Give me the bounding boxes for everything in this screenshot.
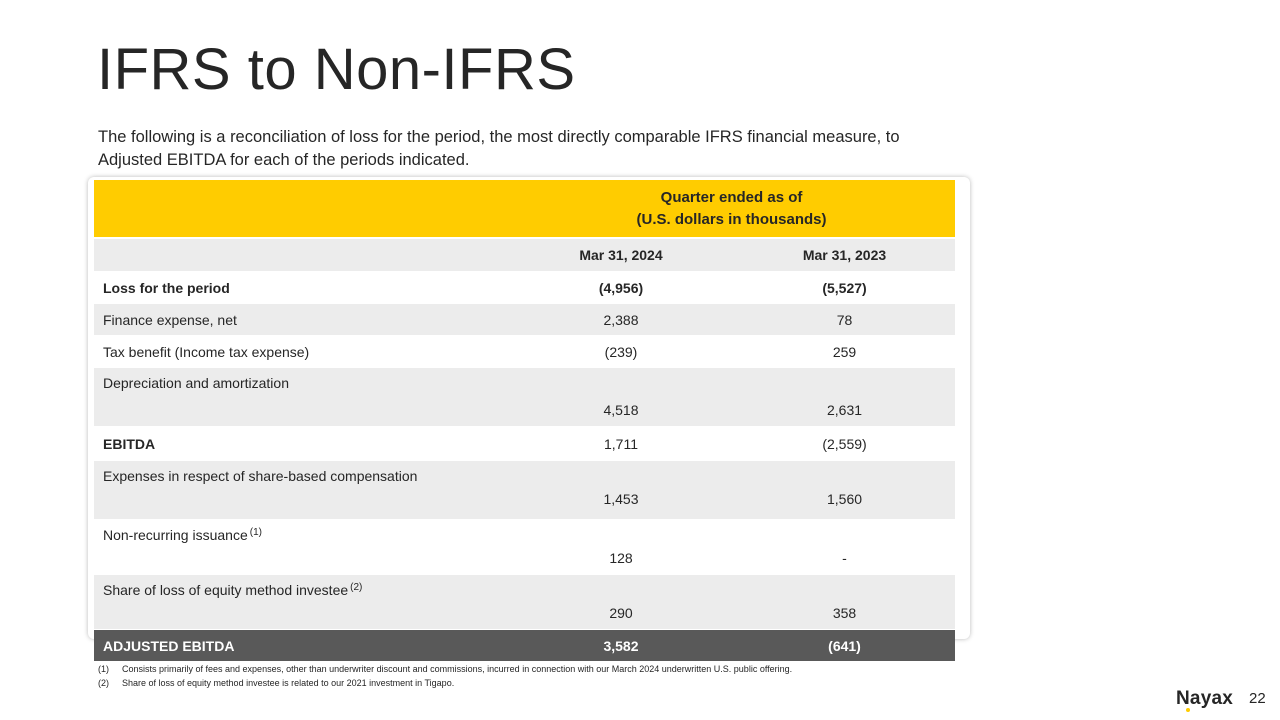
row-value-2024: 1,711 bbox=[508, 426, 734, 461]
header-empty-cell bbox=[94, 180, 508, 238]
row-value-2024: 2,388 bbox=[508, 303, 734, 336]
row-value-2023: 259 bbox=[734, 335, 956, 368]
period-header-line1: Quarter ended as of bbox=[660, 188, 803, 206]
row-value-2024: 128 bbox=[508, 519, 734, 575]
row-label: Tax benefit (Income tax expense) bbox=[94, 335, 508, 368]
row-value-2023: - bbox=[734, 519, 956, 575]
row-label: Share of loss of equity method investee bbox=[103, 582, 349, 598]
footnotes: (1) Consists primarily of fees and expen… bbox=[98, 662, 792, 690]
row-label: Depreciation and amortization bbox=[94, 367, 508, 427]
row-label: Loss for the period bbox=[94, 271, 508, 304]
row-value-2023: (2,559) bbox=[734, 426, 956, 461]
row-value-2023: (5,527) bbox=[734, 271, 956, 304]
footnote-marker: (1) bbox=[249, 527, 262, 538]
row-value-2023: (641) bbox=[734, 629, 956, 661]
reconciliation-table: Quarter ended as of (U.S. dollars in tho… bbox=[94, 180, 956, 661]
table-row: Tax benefit (Income tax expense) (239) 2… bbox=[94, 335, 956, 368]
row-label: Expenses in respect of share-based compe… bbox=[94, 460, 508, 520]
footnote-marker: (2) bbox=[350, 582, 363, 593]
row-label-cell: Share of loss of equity method investee(… bbox=[94, 574, 508, 630]
row-value-2024: (239) bbox=[508, 335, 734, 368]
page-number: 22 bbox=[1249, 690, 1266, 707]
footnote-text: Consists primarily of fees and expenses,… bbox=[122, 664, 793, 674]
column-header-row: Mar 31, 2024 Mar 31, 2023 bbox=[94, 237, 956, 272]
logo-dot-icon bbox=[1186, 708, 1190, 712]
total-row: ADJUSTED EBITDA 3,582 (641) bbox=[94, 629, 956, 661]
row-value-2023: 2,631 bbox=[734, 367, 956, 427]
period-header: Quarter ended as of (U.S. dollars in tho… bbox=[508, 180, 956, 238]
footnote: (1) Consists primarily of fees and expen… bbox=[98, 662, 792, 676]
page-title: IFRS to Non-IFRS bbox=[97, 37, 576, 102]
row-value-2024: 290 bbox=[508, 574, 734, 630]
row-value-2024: 3,582 bbox=[508, 629, 734, 661]
page-subtitle: The following is a reconciliation of los… bbox=[98, 128, 900, 169]
table-row: EBITDA 1,711 (2,559) bbox=[94, 426, 956, 461]
row-value-2024: (4,956) bbox=[508, 271, 734, 304]
table-row: Non-recurring issuance (1) 128 - bbox=[94, 519, 956, 575]
row-value-2024: 4,518 bbox=[508, 367, 734, 427]
row-value-2024: 1,453 bbox=[508, 460, 734, 520]
table-row: Loss for the period (4,956) (5,527) bbox=[94, 271, 956, 304]
table-row: Expenses in respect of share-based compe… bbox=[94, 460, 956, 520]
footnote-number: (1) bbox=[98, 664, 109, 674]
row-label: EBITDA bbox=[94, 426, 508, 461]
column-header-2024: Mar 31, 2024 bbox=[508, 237, 734, 272]
period-header-line2: (U.S. dollars in thousands) bbox=[636, 210, 827, 228]
row-value-2023: 358 bbox=[734, 574, 956, 630]
table-header-row: Quarter ended as of (U.S. dollars in tho… bbox=[94, 180, 956, 238]
footnote-number: (2) bbox=[98, 678, 109, 688]
column-header-2023: Mar 31, 2023 bbox=[734, 237, 956, 272]
row-value-2023: 1,560 bbox=[734, 460, 956, 520]
row-label: Non-recurring issuance bbox=[103, 527, 248, 543]
table-row: Share of loss of equity method investee(… bbox=[94, 574, 956, 630]
table-row: Finance expense, net 2,388 78 bbox=[94, 303, 956, 336]
nayax-logo: Nayax bbox=[1176, 688, 1233, 712]
row-label: Finance expense, net bbox=[94, 303, 508, 336]
footnote: (2) Share of loss of equity method inves… bbox=[98, 676, 792, 690]
column-header-empty bbox=[94, 237, 508, 272]
table-row: Depreciation and amortization 4,518 2,63… bbox=[94, 367, 956, 427]
row-label-cell: Non-recurring issuance (1) bbox=[94, 519, 508, 575]
row-label: ADJUSTED EBITDA bbox=[94, 629, 508, 661]
logo-text: Nayax bbox=[1176, 688, 1233, 709]
footnote-text: Share of loss of equity method investee … bbox=[122, 678, 455, 688]
row-value-2023: 78 bbox=[734, 303, 956, 336]
